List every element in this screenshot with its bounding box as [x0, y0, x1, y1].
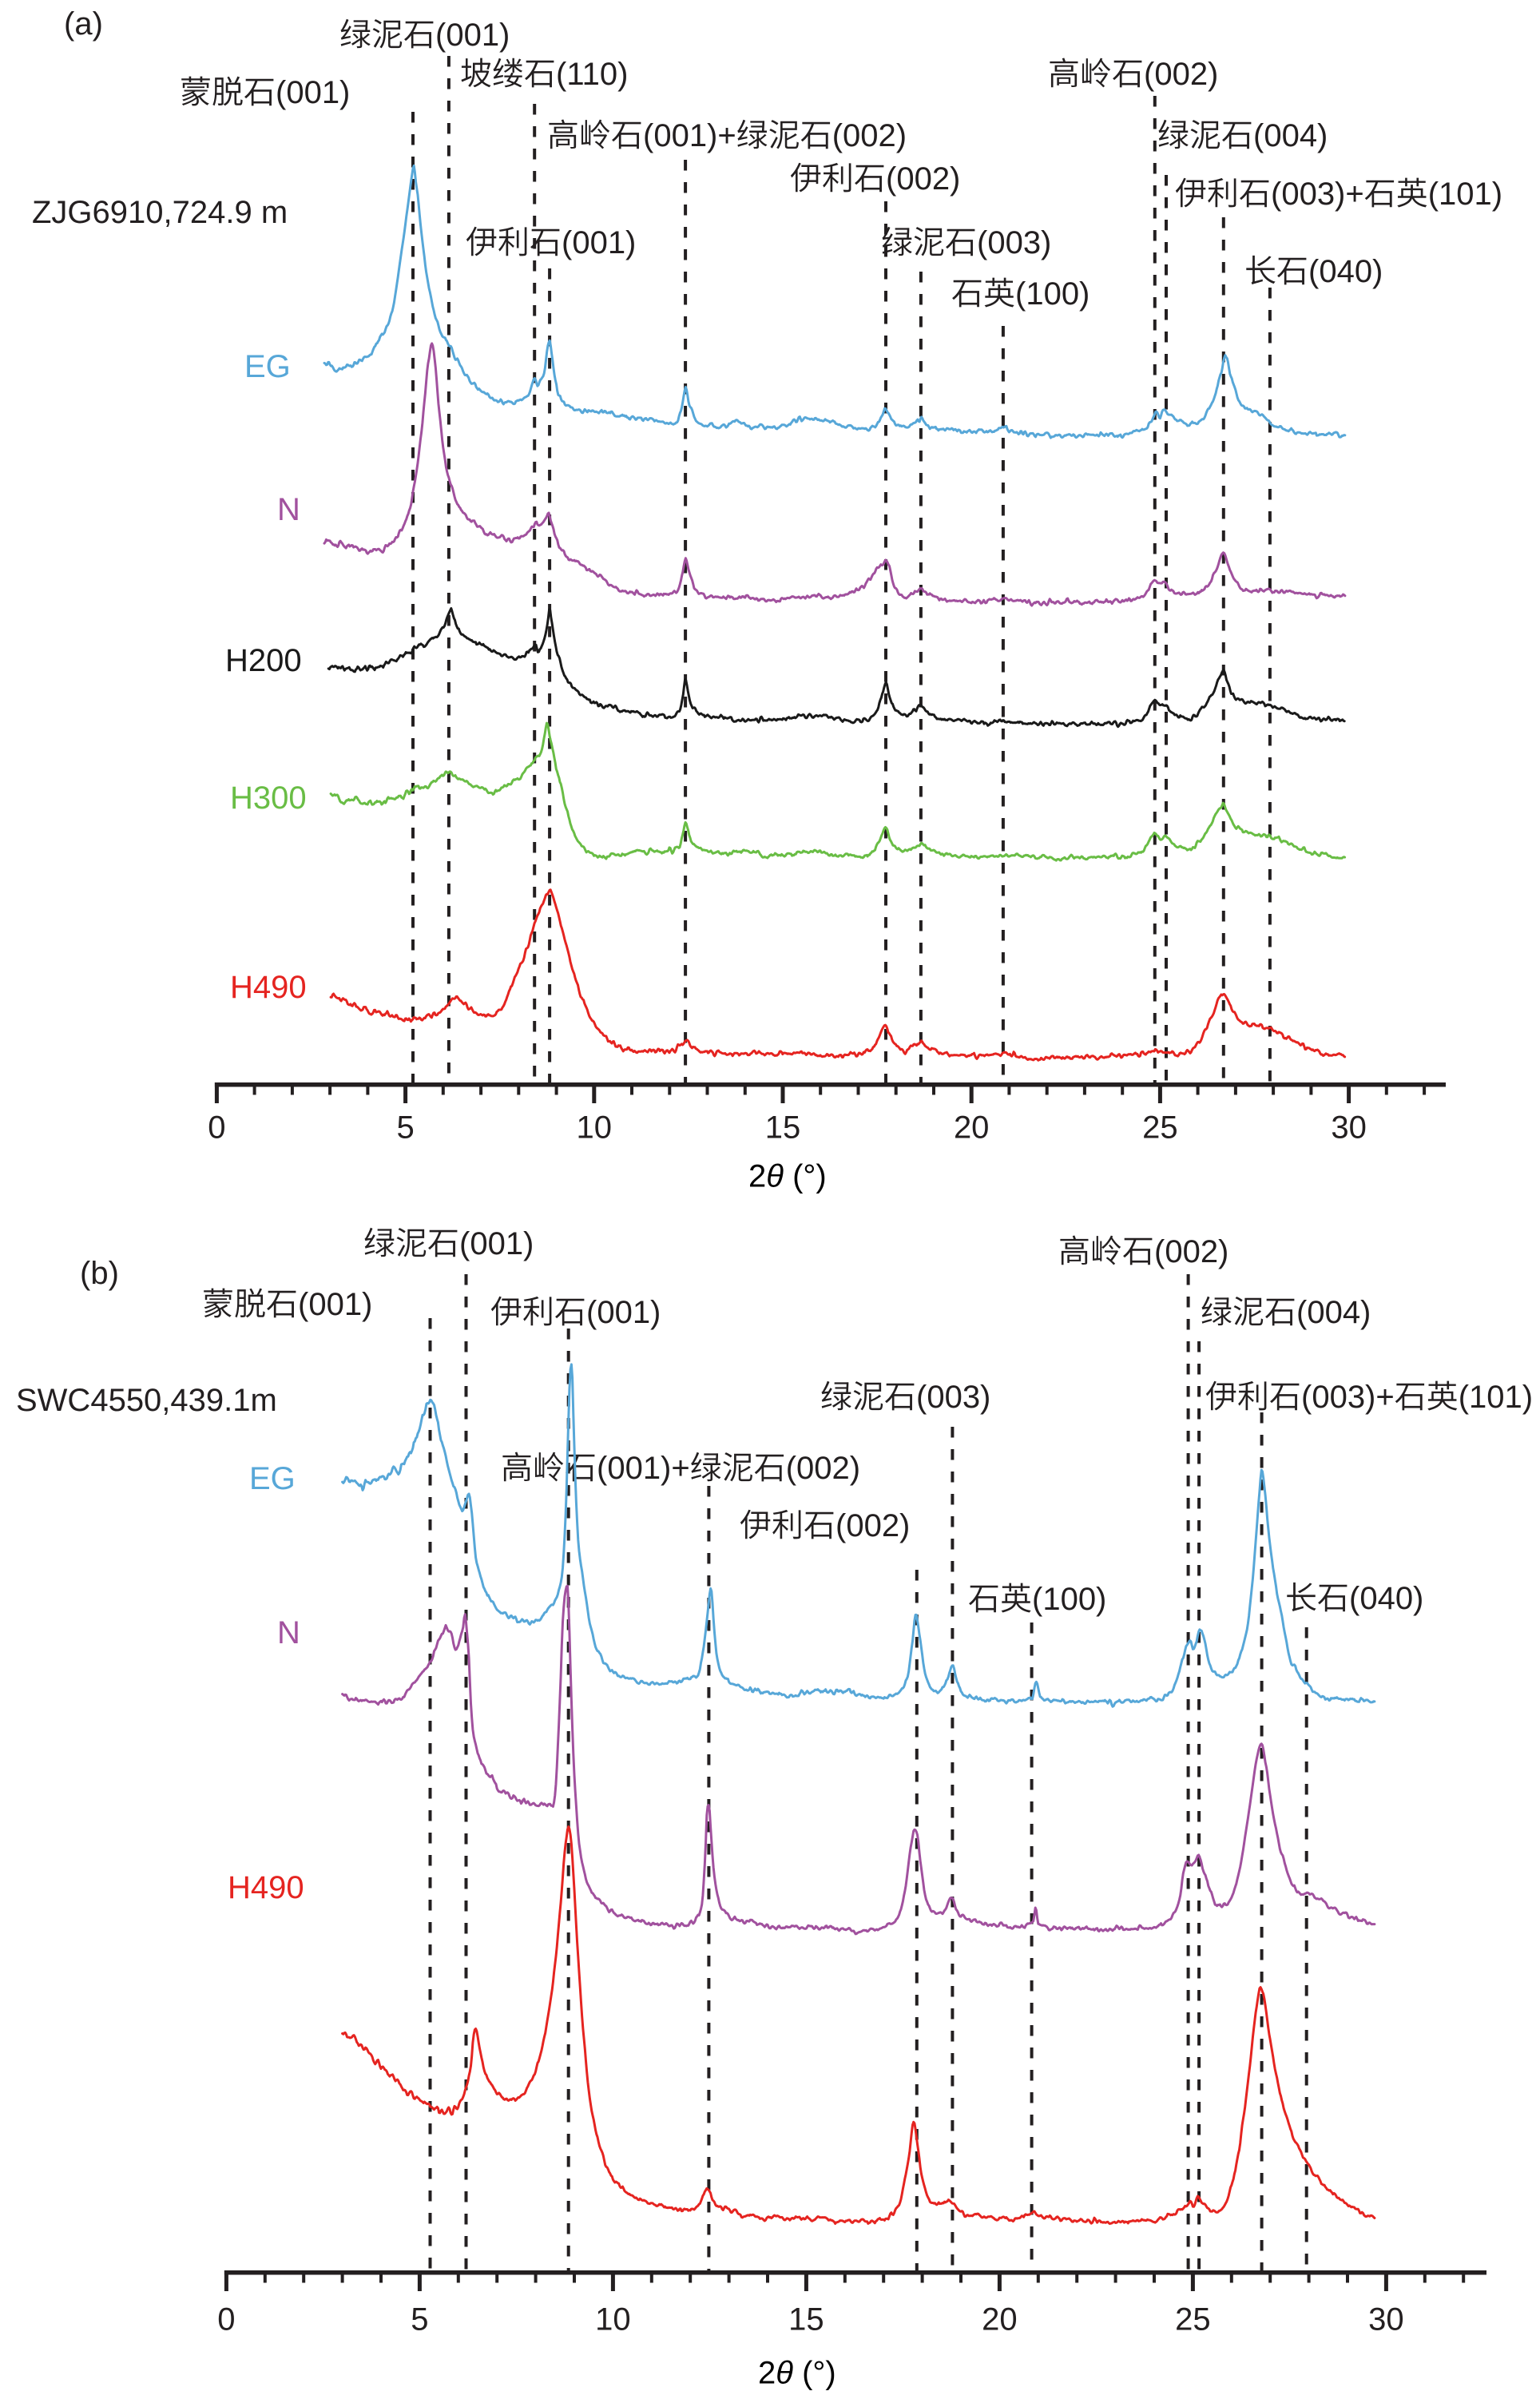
svg-text:(002): (002): [1144, 57, 1218, 92]
svg-text:(003)+: (003)+: [1301, 1380, 1395, 1415]
svg-text:(040): (040): [1308, 254, 1383, 289]
svg-text:(004): (004): [1296, 1295, 1371, 1330]
svg-text:15: 15: [788, 2302, 824, 2337]
svg-text:(001)+: (001)+: [597, 1451, 690, 1486]
svg-text:(110): (110): [556, 57, 628, 92]
svg-text:(002): (002): [1154, 1234, 1228, 1269]
svg-text:20: 20: [954, 1110, 990, 1146]
svg-text:(003): (003): [977, 225, 1051, 260]
svg-text:(002): (002): [832, 118, 907, 153]
svg-text:25: 25: [1142, 1110, 1178, 1146]
svg-text:(003)+: (003)+: [1271, 177, 1364, 212]
svg-text:(001)+: (001)+: [643, 118, 736, 153]
svg-text:25: 25: [1175, 2302, 1211, 2337]
svg-text:10: 10: [577, 1110, 613, 1146]
svg-text:5: 5: [411, 2302, 428, 2337]
svg-text:H490: H490: [228, 1870, 304, 1905]
svg-text:(a): (a): [64, 6, 103, 42]
svg-text:(003): (003): [916, 1380, 990, 1415]
svg-text:ZJG6910,724.9 m: ZJG6910,724.9 m: [32, 195, 288, 230]
svg-text:(001): (001): [435, 18, 510, 53]
svg-text:5: 5: [396, 1110, 414, 1146]
svg-text:EG: EG: [249, 1461, 296, 1496]
svg-text:0: 0: [208, 1110, 225, 1146]
svg-text:(002): (002): [886, 161, 960, 197]
svg-text:EG: EG: [244, 349, 291, 384]
svg-text:15: 15: [765, 1110, 801, 1146]
svg-text:(004): (004): [1253, 118, 1328, 153]
svg-text:(001): (001): [586, 1295, 661, 1330]
svg-text:H300: H300: [230, 780, 307, 816]
svg-text:(040): (040): [1349, 1581, 1423, 1616]
svg-text:2θ (°): 2θ (°): [748, 1159, 827, 1194]
svg-text:N: N: [277, 492, 300, 527]
svg-text:20: 20: [982, 2302, 1018, 2337]
svg-text:2θ (°): 2θ (°): [758, 2356, 836, 2391]
svg-text:(002): (002): [835, 1508, 910, 1543]
svg-text:(b): (b): [80, 1256, 119, 1291]
svg-text:(002): (002): [786, 1451, 860, 1486]
svg-text:(001): (001): [459, 1226, 534, 1261]
svg-text:(101): (101): [1459, 1380, 1533, 1415]
svg-text:(001): (001): [298, 1287, 372, 1322]
svg-text:0: 0: [217, 2302, 235, 2337]
svg-text:30: 30: [1331, 1110, 1367, 1146]
svg-text:(001): (001): [562, 225, 636, 260]
svg-text:H200: H200: [225, 643, 302, 678]
svg-text:30: 30: [1368, 2302, 1404, 2337]
svg-text:H490: H490: [230, 970, 307, 1005]
svg-text:(101): (101): [1428, 177, 1502, 212]
svg-text:(100): (100): [1032, 1582, 1106, 1617]
svg-text:10: 10: [595, 2302, 631, 2337]
svg-text:(001): (001): [276, 75, 350, 110]
svg-text:N: N: [277, 1615, 300, 1650]
svg-text:(100): (100): [1015, 276, 1090, 312]
svg-text:SWC4550,439.1m: SWC4550,439.1m: [16, 1383, 277, 1418]
